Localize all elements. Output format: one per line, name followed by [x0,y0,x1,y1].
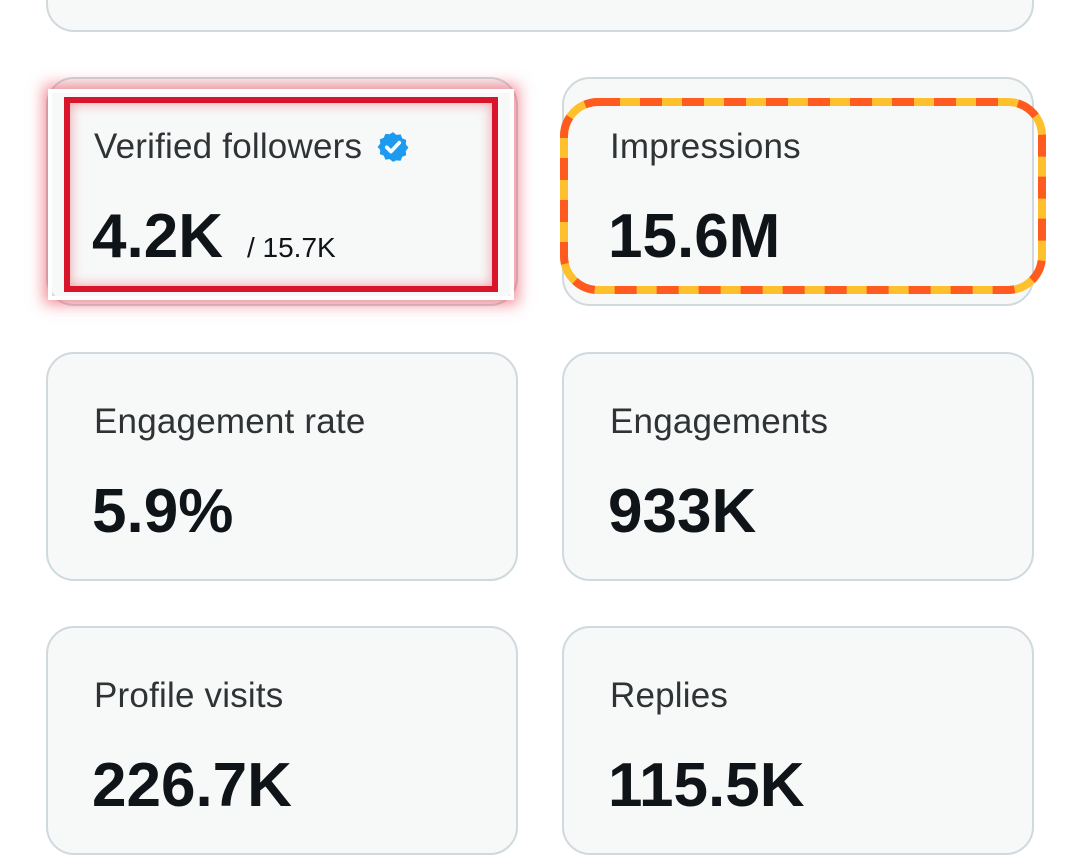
metric-card-engagement-rate[interactable]: Engagement rate 5.9% [46,352,518,581]
metric-card-engagements[interactable]: Engagements 933K [562,352,1034,581]
metric-label: Engagement rate [94,402,366,441]
metric-value: 4.2K [92,202,223,271]
metric-value: 15.6M [608,202,781,271]
metric-card-replies[interactable]: Replies 115.5K [562,626,1034,855]
metric-card-impressions[interactable]: Impressions 15.6M [562,77,1034,306]
metric-value: 5.9% [92,477,234,546]
metric-value-row: 4.2K / 15.7K [92,201,336,272]
metric-card-verified-followers[interactable]: Verified followers 4.2K / 15.7K [46,77,518,306]
metric-label: Engagements [610,402,829,441]
metric-card-partial[interactable] [46,0,1034,32]
metric-value: 115.5K [608,751,805,820]
metric-card-profile-visits[interactable]: Profile visits 226.7K [46,626,518,855]
metric-label-row: Verified followers [94,127,410,167]
metric-value: 226.7K [92,751,292,820]
metric-label: Replies [610,676,729,715]
metric-total: / 15.7K [246,232,336,263]
metric-label: Verified followers [94,127,363,166]
metric-label: Profile visits [94,676,284,715]
metric-value: 933K [608,477,757,546]
verified-badge-icon [377,132,409,162]
metric-label: Impressions [610,127,801,166]
